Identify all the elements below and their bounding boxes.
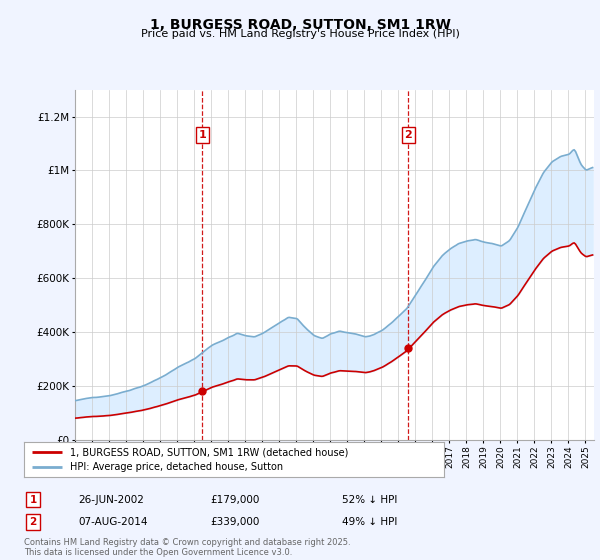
Text: 1: 1 [199,130,206,140]
Text: 2: 2 [404,130,412,140]
Text: 1, BURGESS ROAD, SUTTON, SM1 1RW: 1, BURGESS ROAD, SUTTON, SM1 1RW [149,18,451,32]
Text: £339,000: £339,000 [210,517,259,527]
Text: Contains HM Land Registry data © Crown copyright and database right 2025.
This d: Contains HM Land Registry data © Crown c… [24,538,350,557]
Text: 52% ↓ HPI: 52% ↓ HPI [342,494,397,505]
Text: 49% ↓ HPI: 49% ↓ HPI [342,517,397,527]
Text: 07-AUG-2014: 07-AUG-2014 [78,517,148,527]
Text: £179,000: £179,000 [210,494,259,505]
Text: 1, BURGESS ROAD, SUTTON, SM1 1RW (detached house): 1, BURGESS ROAD, SUTTON, SM1 1RW (detach… [70,447,349,457]
Text: 1: 1 [29,494,37,505]
Text: 26-JUN-2002: 26-JUN-2002 [78,494,144,505]
Text: 2: 2 [29,517,37,527]
Text: Price paid vs. HM Land Registry's House Price Index (HPI): Price paid vs. HM Land Registry's House … [140,29,460,39]
Text: HPI: Average price, detached house, Sutton: HPI: Average price, detached house, Sutt… [70,463,283,473]
